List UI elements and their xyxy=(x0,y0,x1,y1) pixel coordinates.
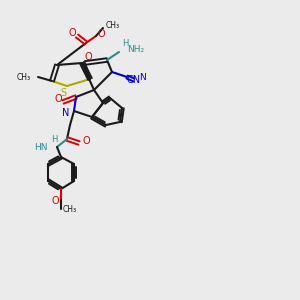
Text: O: O xyxy=(51,196,59,206)
Text: NH₂: NH₂ xyxy=(127,46,144,55)
Text: CH₃: CH₃ xyxy=(63,206,77,214)
Text: S: S xyxy=(60,88,66,98)
Text: O: O xyxy=(54,94,62,104)
Text: CN: CN xyxy=(127,75,141,85)
Text: O: O xyxy=(68,28,76,38)
Text: N: N xyxy=(139,74,145,82)
Text: O: O xyxy=(84,52,92,62)
Text: H: H xyxy=(51,136,57,145)
Text: CH₃: CH₃ xyxy=(17,73,31,82)
Text: O: O xyxy=(97,29,105,39)
Text: CH₃: CH₃ xyxy=(106,22,120,31)
Text: HN: HN xyxy=(34,143,48,152)
Text: O: O xyxy=(82,136,90,146)
Text: N: N xyxy=(62,108,70,118)
Text: H: H xyxy=(122,40,128,49)
